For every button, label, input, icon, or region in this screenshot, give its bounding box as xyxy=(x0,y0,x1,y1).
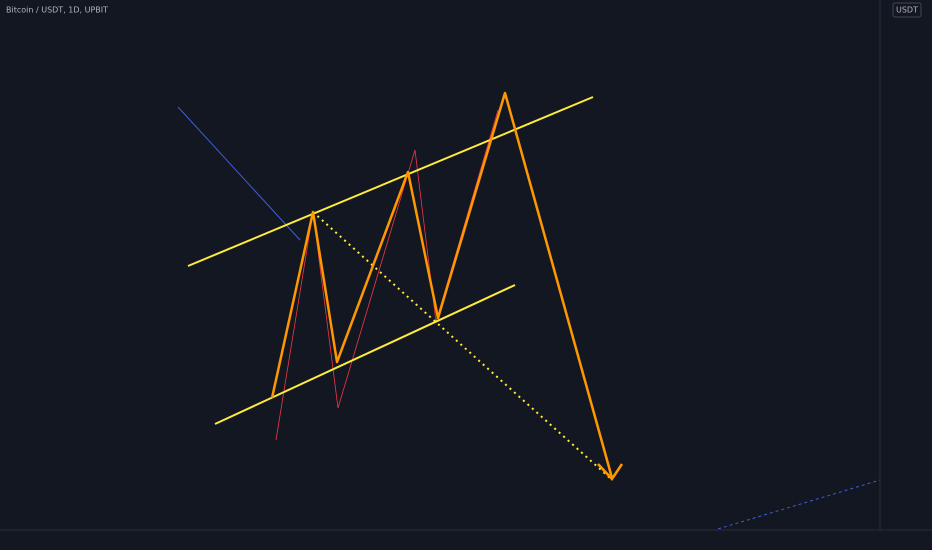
channel-line xyxy=(214,284,516,425)
time-axis xyxy=(0,530,932,550)
currency: USDT xyxy=(896,6,918,15)
arrow-head xyxy=(597,463,624,482)
projection-line xyxy=(312,211,611,479)
channel-line xyxy=(187,96,594,267)
trend-line xyxy=(177,106,301,241)
wave-path xyxy=(270,91,614,479)
drawings xyxy=(177,91,881,549)
price-axis xyxy=(880,0,932,550)
chart-title: Bitcoin / USDT, 1D, UPBIT xyxy=(6,6,108,15)
currency-box[interactable] xyxy=(892,2,922,18)
